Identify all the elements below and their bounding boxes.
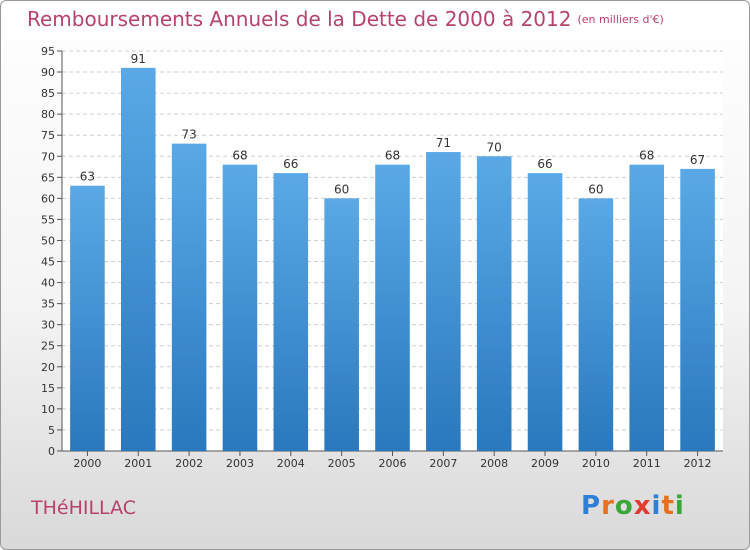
y-tick-label: 40: [41, 277, 55, 290]
bar: [476, 156, 512, 451]
x-tick-label: 2009: [531, 457, 559, 470]
x-tick-label: 2006: [379, 457, 407, 470]
y-tick-label: 80: [41, 108, 55, 121]
proxiti-logo: Proxiti: [581, 491, 685, 521]
logo-letter: P: [581, 491, 602, 521]
y-tick-label: 45: [41, 256, 55, 269]
y-tick-label: 5: [48, 424, 55, 437]
chart-title-text: Remboursements Annuels de la Dette de 20…: [27, 7, 572, 31]
y-tick-label: 75: [41, 129, 55, 142]
bar: [629, 164, 665, 451]
bar: [222, 164, 258, 451]
logo-letter: t: [661, 491, 675, 521]
bar: [680, 168, 715, 452]
y-tick-label: 15: [41, 382, 55, 395]
data-label: 63: [80, 170, 95, 184]
data-label: 68: [385, 149, 400, 163]
data-label: 71: [436, 136, 451, 150]
y-tick-label: 35: [41, 298, 55, 311]
data-label: 91: [131, 52, 146, 66]
data-label: 73: [181, 128, 196, 142]
data-label: 66: [537, 157, 552, 171]
bar: [426, 152, 461, 452]
chart-title: Remboursements Annuels de la Dette de 20…: [27, 7, 664, 31]
y-tick-label: 70: [41, 150, 55, 163]
y-tick-label: 95: [41, 45, 55, 58]
x-tick-label: 2005: [328, 457, 356, 470]
y-tick-label: 10: [41, 403, 55, 416]
x-tick-label: 2004: [277, 457, 305, 470]
data-label: 60: [588, 182, 603, 196]
x-tick-label: 2008: [480, 457, 508, 470]
bar: [578, 198, 614, 451]
bar: [70, 185, 105, 451]
y-tick-label: 55: [41, 213, 55, 226]
y-tick-label: 25: [41, 340, 55, 353]
data-label: 70: [487, 140, 502, 154]
data-label: 68: [232, 149, 247, 163]
y-tick-label: 30: [41, 319, 55, 332]
x-tick-label: 2011: [633, 457, 661, 470]
data-label: 67: [690, 153, 705, 167]
town-name: THéHILLAC: [31, 497, 137, 519]
bar: [527, 173, 563, 451]
data-label: 66: [283, 157, 298, 171]
unit-label: (en milliers d'€): [577, 13, 664, 26]
x-tick-label: 2012: [684, 457, 712, 470]
x-tick-label: 2010: [582, 457, 610, 470]
bar: [273, 173, 309, 451]
data-label: 60: [334, 182, 349, 196]
x-tick-label: 2003: [226, 457, 254, 470]
bar: [324, 198, 359, 451]
y-tick-label: 60: [41, 192, 55, 205]
data-label: 68: [639, 149, 654, 163]
y-tick-label: 85: [41, 87, 55, 100]
bar: [120, 67, 156, 451]
x-tick-label: 2007: [429, 457, 457, 470]
x-tick-label: 2000: [73, 457, 101, 470]
x-tick-label: 2002: [175, 457, 203, 470]
y-tick-label: 50: [41, 234, 55, 247]
logo-letter: i: [651, 491, 662, 521]
y-tick-label: 0: [48, 445, 55, 458]
y-tick-label: 20: [41, 361, 55, 374]
logo-letter: o: [614, 491, 634, 521]
logo-letter: i: [674, 491, 685, 521]
logo-letter: x: [633, 491, 652, 521]
y-tick-label: 65: [41, 171, 55, 184]
bar: [171, 143, 207, 451]
bar: [375, 164, 410, 451]
y-tick-label: 90: [41, 66, 55, 79]
x-tick-label: 2001: [124, 457, 152, 470]
logo-letter: r: [601, 491, 615, 521]
